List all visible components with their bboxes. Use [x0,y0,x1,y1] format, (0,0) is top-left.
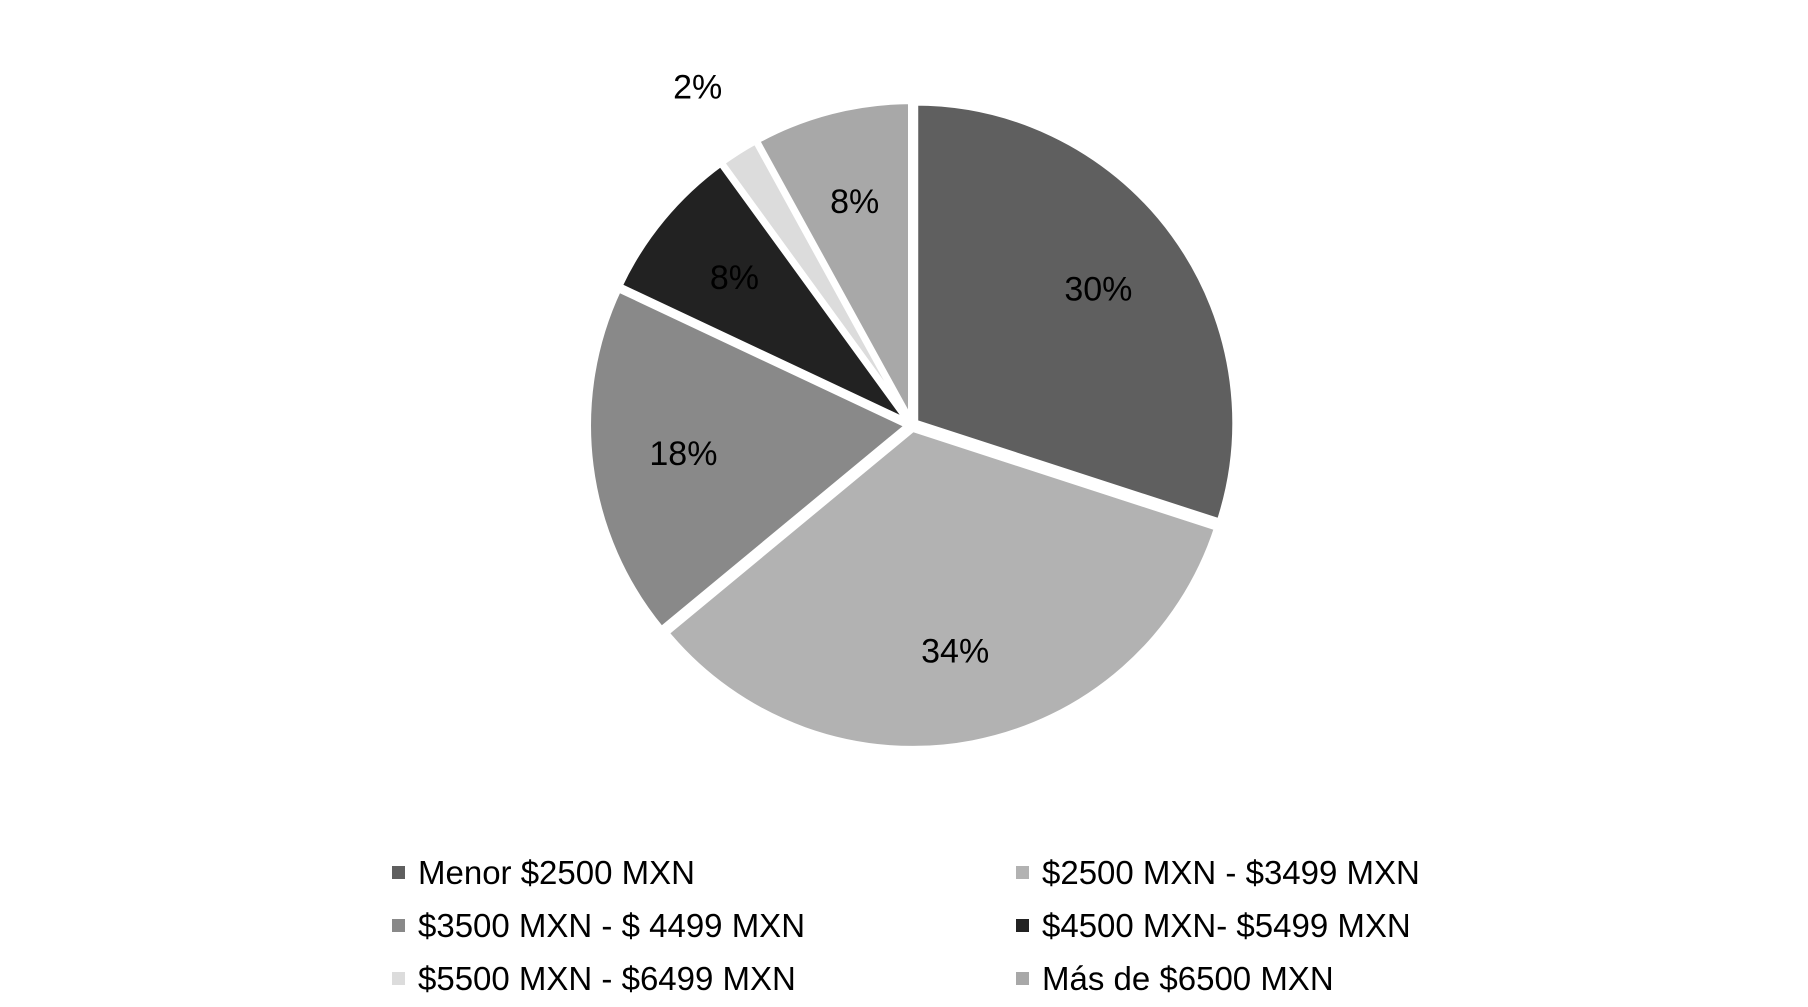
pie-data-label-menor-2500-mxn: 30% [1064,271,1132,309]
legend-item-4500-5499: $4500 MXN- $5499 MXN [1016,899,1472,952]
pie-slice-3500-mxn-4499-mxn [585,285,914,634]
legend-label-5500-6499: $5500 MXN - $6499 MXN [418,960,796,997]
pie-slice-m-s-de-6500-mxn [752,98,915,423]
pie-slice-2500-mxn-3499-mxn [661,425,1221,752]
chart-legend: Menor $2500 MXN $2500 MXN - $3499 MXN $3… [392,846,1472,1005]
legend-label-4500-5499: $4500 MXN- $5499 MXN [1042,907,1411,944]
legend-label-2500-3499: $2500 MXN - $3499 MXN [1042,854,1420,891]
pie-slice-menor-2500-mxn [912,99,1239,526]
legend-item-2500-3499: $2500 MXN - $3499 MXN [1016,846,1472,899]
legend-item-3500-4499: $3500 MXN - $ 4499 MXN [392,899,1016,952]
legend-item-5500-6499: $5500 MXN - $6499 MXN [392,952,1016,1005]
legend-item-menor-2500: Menor $2500 MXN [392,846,1016,899]
legend-swatch-menor-2500 [392,866,405,879]
legend-item-mas-6500: Más de $6500 MXN [1016,952,1472,1005]
pie-slice-4500-mxn-5499-mxn [615,159,912,426]
legend-label-3500-4499: $3500 MXN - $ 4499 MXN [418,907,806,944]
pie-data-label-4500-mxn-5499-mxn: 8% [710,259,759,297]
legend-swatch-5500-6499 [392,972,405,985]
pie-slices [585,98,1239,752]
pie-data-label-5500-mxn-6499-mxn: 2% [673,68,722,106]
legend-label-mas-6500: Más de $6500 MXN [1042,960,1334,997]
pie-data-labels: 30% 34% 18% 8% 2% 8% [649,68,1132,670]
pie-data-label-2500-mxn-3499-mxn: 34% [921,632,989,670]
pie-data-label-3500-mxn-4499-mxn: 18% [649,435,717,473]
legend-swatch-4500-5499 [1016,919,1029,932]
legend-swatch-mas-6500 [1016,972,1029,985]
legend-swatch-3500-4499 [392,919,405,932]
pie-data-label-m-s-de-6500-mxn: 8% [830,183,879,221]
legend-label-menor-2500: Menor $2500 MXN [418,854,695,891]
legend-swatch-2500-3499 [1016,866,1029,879]
